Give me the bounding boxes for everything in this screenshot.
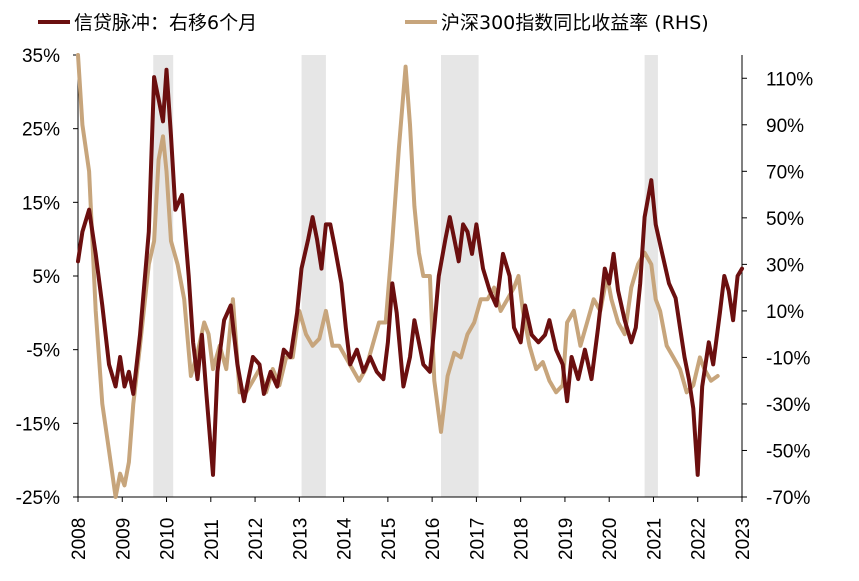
x-tick-label: 2008: [69, 518, 90, 560]
legend-label-csi300: 沪深300指数同比收益率 (RHS): [441, 12, 709, 34]
left-tick-label: 5%: [33, 267, 61, 288]
right-tick-label: -70%: [766, 488, 810, 509]
left-tick-label: 25%: [22, 120, 60, 141]
x-tick-label: 2009: [113, 518, 134, 560]
x-tick-label: 2010: [158, 518, 179, 560]
right-tick-label: 30%: [766, 255, 804, 276]
right-tick-label: 50%: [766, 209, 804, 230]
right-tick-label: -50%: [766, 441, 810, 462]
x-tick-label: 2012: [246, 518, 267, 560]
x-tick-label: 2014: [335, 517, 356, 560]
left-tick-label: -25%: [16, 488, 60, 509]
series-line-0: [76, 67, 744, 477]
x-tick-label: 2013: [290, 518, 311, 560]
left-tick-label: -5%: [26, 341, 60, 362]
x-tick-label: 2022: [689, 518, 710, 560]
series-layer: [76, 53, 744, 499]
right-tick-label: 110%: [766, 69, 813, 90]
right-tick-label: -30%: [766, 395, 810, 416]
x-tick-label: 2016: [423, 518, 444, 560]
left-tick-label: 15%: [22, 193, 60, 214]
shaded-period-2: [440, 55, 479, 497]
right-tick-label: 90%: [766, 116, 804, 137]
right-tick-label: 10%: [766, 302, 804, 323]
legend-label-credit-impulse: 信贷脉冲：右移6个月: [74, 12, 257, 34]
axes: 35% 25% 15% 5% -5% -15% -25% 110% 90% 70% 50% 30% 10…: [16, 46, 814, 560]
left-tick-label: -15%: [16, 414, 60, 435]
x-tick-label: 2017: [467, 518, 488, 560]
x-tick-label: 2011: [202, 519, 223, 560]
shaded-period-1: [301, 55, 326, 497]
right-tick-label: 70%: [766, 162, 804, 183]
legend: 信贷脉冲：右移6个月 沪深300指数同比收益率 (RHS): [38, 12, 709, 34]
shaded-periods: [153, 55, 658, 497]
x-tick-label: 2015: [379, 518, 400, 560]
series-line-1: [76, 53, 720, 499]
x-tick-label: 2018: [512, 518, 533, 560]
left-tick-label: 35%: [22, 46, 60, 67]
x-tick-label: 2019: [556, 518, 577, 560]
x-tick-label: 2023: [733, 518, 754, 560]
right-tick-label: -10%: [766, 348, 810, 369]
x-tick-label: 2021: [644, 518, 665, 560]
x-tick-label: 2020: [600, 518, 621, 560]
